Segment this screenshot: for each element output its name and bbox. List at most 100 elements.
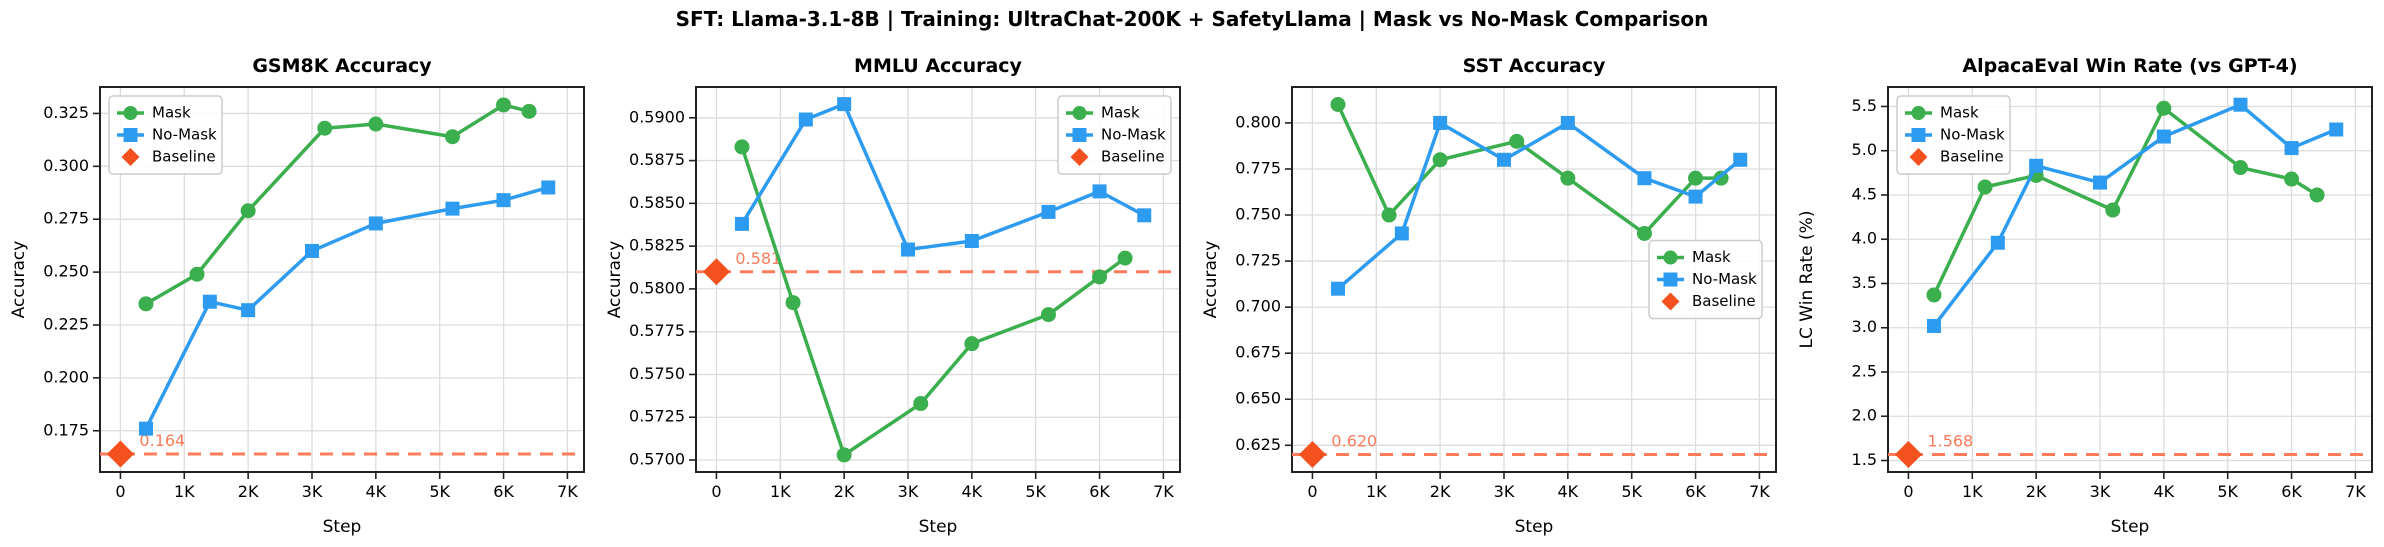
legend-label: Mask — [1940, 104, 1979, 122]
legend-label: No-Mask — [152, 126, 217, 144]
data-point — [1733, 152, 1748, 167]
y-axis-label: Accuracy — [9, 241, 29, 319]
data-point — [368, 216, 383, 231]
legend: Mask No-Mask Baseline — [108, 95, 223, 175]
y-tick-label: 0.275 — [43, 209, 89, 228]
legend-baseline-marker — [1070, 148, 1089, 166]
y-tick-label: 0.800 — [1235, 112, 1281, 131]
y-tick-label: 5.5 — [1852, 96, 1877, 115]
legend-label: Mask — [152, 104, 191, 122]
data-point — [496, 193, 511, 208]
data-point — [1394, 226, 1409, 241]
x-tick-label: 2K — [834, 482, 855, 501]
data-point — [496, 97, 512, 113]
x-tick-label: 7K — [1153, 482, 1174, 501]
gridlines — [1292, 87, 1776, 472]
data-point — [836, 447, 852, 463]
y-tick-label: 2.5 — [1852, 361, 1877, 380]
data-point — [541, 180, 556, 195]
data-point — [1041, 204, 1056, 219]
x-tick-label: 1K — [1366, 482, 1387, 501]
x-tick-label: 0 — [1903, 482, 1913, 501]
data-point — [964, 234, 979, 248]
x-axis-label: Step — [1515, 517, 1554, 537]
y-axis-label: LC Win Rate (%) — [1797, 211, 1817, 349]
x-tick-label: 0 — [711, 482, 721, 501]
legend-mask-marker — [123, 106, 138, 120]
y-tick-label: 0.5875 — [629, 150, 685, 169]
data-point — [1637, 171, 1652, 186]
series-mask — [734, 139, 1133, 463]
axes-frame — [695, 86, 1181, 473]
x-tick-label: 6K — [1089, 482, 1110, 501]
baseline-value-label: 0.620 — [1331, 432, 1377, 451]
x-tick-label: 4K — [1558, 482, 1579, 501]
legend-label: Baseline — [152, 148, 216, 166]
legend-nomask-marker — [1911, 128, 1926, 142]
legend-label: No-Mask — [1940, 126, 2005, 144]
y-tick-label: 0.5725 — [629, 407, 685, 426]
x-tick-label: 1K — [174, 482, 195, 501]
legend-box — [1057, 95, 1172, 175]
data-point — [1560, 170, 1576, 186]
y-tick-label: 0.300 — [43, 156, 89, 175]
data-point — [1432, 152, 1448, 168]
legend-box — [108, 95, 223, 175]
legend-label: Mask — [1101, 104, 1140, 122]
x-axis-label: Step — [919, 517, 958, 537]
data-point — [734, 139, 750, 155]
legend-label: No-Mask — [1101, 126, 1166, 144]
data-point — [2284, 171, 2300, 187]
data-point — [138, 296, 154, 312]
baseline-value-label: 0.581 — [735, 249, 781, 268]
legend: Mask No-Mask Baseline — [1057, 95, 1172, 175]
y-tick-label: 0.5900 — [629, 107, 685, 126]
data-point — [1040, 307, 1056, 323]
data-point — [1926, 318, 1941, 333]
legend: Mask No-Mask Baseline — [1896, 95, 2011, 175]
x-tick-label: 7K — [557, 482, 578, 501]
data-point — [2156, 100, 2172, 116]
data-point — [1092, 269, 1108, 285]
x-tick-label: 1K — [770, 482, 791, 501]
data-point — [1990, 235, 2005, 250]
legend-nomask-marker — [1072, 128, 1087, 142]
chart-title: MMLU Accuracy — [854, 55, 1022, 77]
data-point — [2309, 187, 2325, 203]
data-point — [785, 295, 801, 311]
data-point — [189, 266, 205, 282]
y-tick-label: 0.200 — [43, 367, 89, 386]
data-point — [1137, 208, 1152, 223]
data-point — [1560, 115, 1575, 130]
data-point — [240, 203, 256, 219]
series-mask — [138, 97, 537, 312]
data-point — [2232, 160, 2248, 176]
x-tick-label: 3K — [2090, 482, 2111, 501]
data-point — [964, 336, 980, 352]
y-tick-label: 0.5750 — [629, 364, 685, 383]
x-tick-label: 5K — [1621, 482, 1642, 501]
data-point — [1688, 189, 1703, 204]
legend-label: Baseline — [1101, 148, 1165, 166]
chart-gsm8k: 0 1K 2K 3K 4K 5K 6K 7K 0.175 0.200 0.225 0.250 0.275… — [9, 55, 585, 537]
x-tick-label: 2K — [238, 482, 259, 501]
axis-ticks: 0 1K 2K 3K 4K 5K 6K 7K 0.5700 0.5725 0.5750 0.5775 0… — [629, 107, 1174, 501]
x-tick-label: 4K — [366, 482, 387, 501]
legend-box — [1896, 95, 2011, 175]
axes-frame — [1887, 86, 2373, 473]
data-point — [317, 120, 333, 136]
series-no-mask — [734, 97, 1152, 257]
data-point — [445, 201, 460, 216]
x-tick-label: 6K — [2281, 482, 2302, 501]
figure-title: SFT: Llama-3.1-8B | Training: UltraChat-… — [675, 7, 1709, 31]
x-tick-label: 5K — [429, 482, 450, 501]
baseline-diamond-marker — [702, 258, 730, 286]
legend-mask-marker — [1663, 250, 1678, 265]
legend-label: Mask — [1692, 248, 1731, 266]
baseline-value-label: 0.164 — [139, 431, 185, 450]
data-point — [2105, 202, 2121, 218]
data-point — [202, 294, 217, 309]
y-tick-label: 1.5 — [1852, 450, 1877, 469]
x-tick-label: 1K — [1962, 482, 1983, 501]
